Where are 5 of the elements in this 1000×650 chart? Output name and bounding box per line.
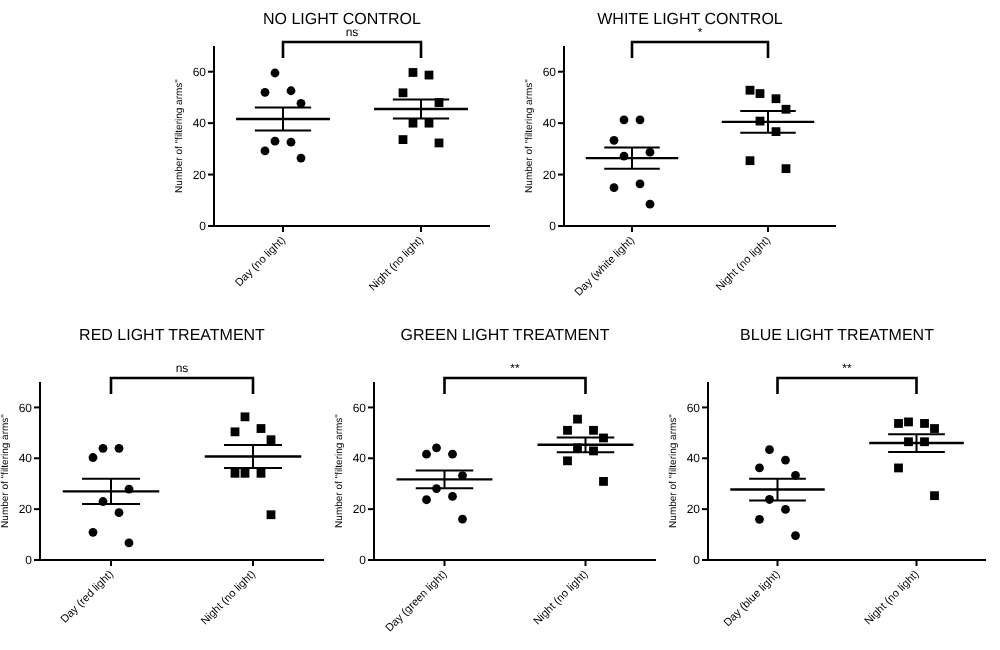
chart-title: GREEN LIGHT TREATMENT <box>400 326 610 344</box>
chart-title: WHITE LIGHT CONTROL <box>597 10 784 28</box>
chart-title: NO LIGHT CONTROL <box>263 10 423 28</box>
chart-title: BLUE LIGHT TREATMENT <box>740 326 935 344</box>
chart-title: RED LIGHT TREATMENT <box>79 326 266 344</box>
